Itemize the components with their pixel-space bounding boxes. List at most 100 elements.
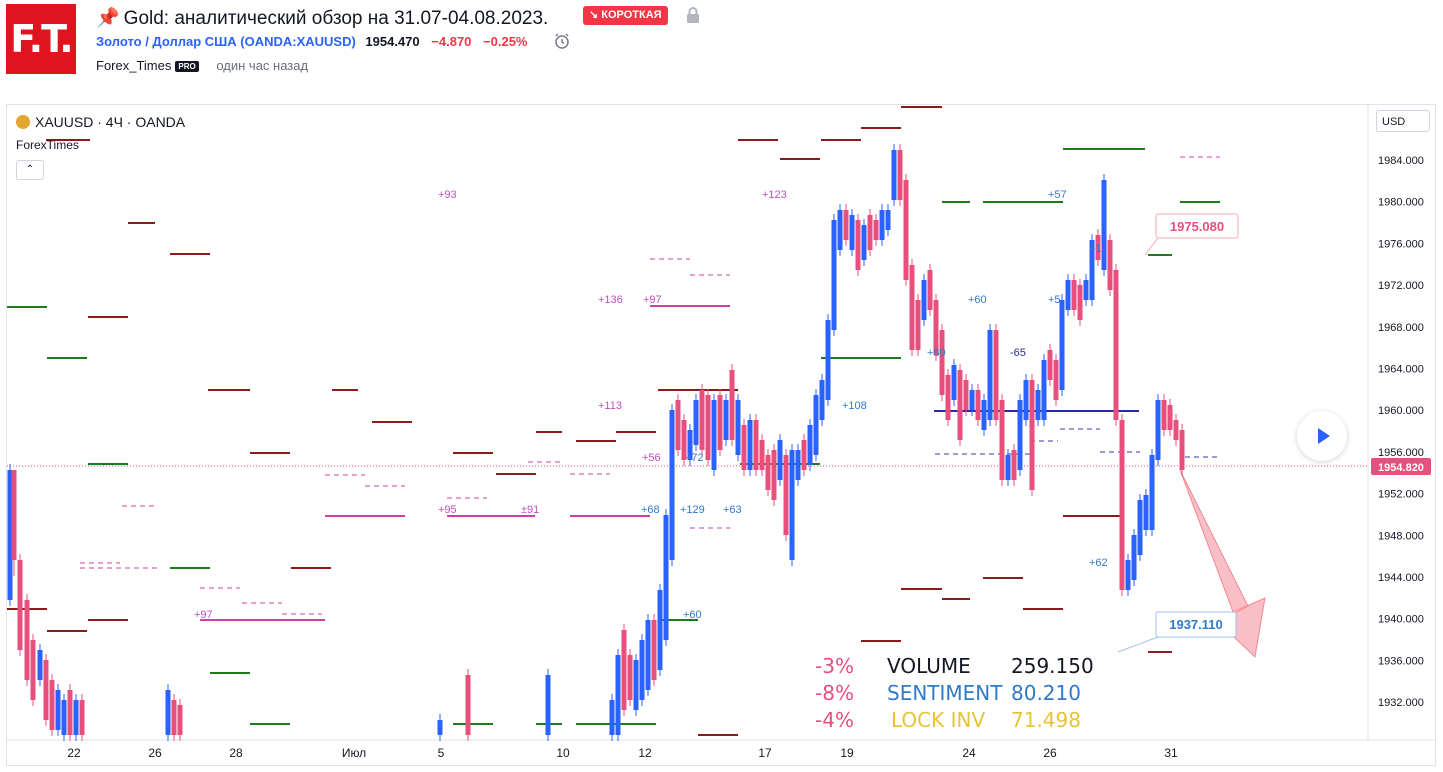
candle[interactable]	[933, 300, 939, 355]
candle[interactable]	[1005, 455, 1011, 480]
callout-high[interactable]: 1975.080	[1144, 213, 1239, 256]
candle[interactable]	[1149, 455, 1155, 530]
candle[interactable]	[849, 215, 855, 250]
candle[interactable]	[837, 210, 843, 250]
candle[interactable]	[627, 655, 633, 700]
candle[interactable]	[1035, 390, 1041, 420]
candle[interactable]	[753, 420, 759, 470]
candle[interactable]	[693, 400, 699, 445]
candle[interactable]	[999, 400, 1005, 480]
candle[interactable]	[651, 620, 657, 680]
candle[interactable]	[165, 690, 171, 735]
candle[interactable]	[759, 440, 765, 470]
candle[interactable]	[681, 420, 687, 460]
candle[interactable]	[855, 220, 861, 270]
candle[interactable]	[903, 180, 909, 280]
candle[interactable]	[777, 440, 783, 480]
candle[interactable]	[771, 450, 777, 500]
candle[interactable]	[945, 375, 951, 420]
candle[interactable]	[819, 380, 825, 420]
candle[interactable]	[1017, 400, 1023, 470]
candle[interactable]	[615, 655, 621, 735]
currency-selector[interactable]: USD	[1376, 110, 1430, 132]
candle[interactable]	[30, 640, 36, 700]
candle[interactable]	[741, 425, 747, 470]
candle[interactable]	[1101, 180, 1107, 270]
candle[interactable]	[1143, 495, 1149, 530]
candle[interactable]	[1137, 500, 1143, 555]
candle[interactable]	[1011, 450, 1017, 480]
symbol-link[interactable]: Золото / Доллар США	[96, 34, 237, 49]
candle[interactable]	[825, 320, 831, 400]
candle[interactable]	[813, 395, 819, 455]
author-name[interactable]: Forex_Times	[96, 58, 172, 73]
candle[interactable]	[831, 220, 837, 330]
candle[interactable]	[1113, 270, 1119, 420]
candle[interactable]	[891, 150, 897, 200]
candle[interactable]	[699, 390, 705, 450]
candle[interactable]	[645, 620, 651, 690]
candle[interactable]	[669, 410, 675, 560]
candle[interactable]	[1023, 380, 1029, 420]
candle[interactable]	[177, 705, 183, 735]
candle[interactable]	[1071, 280, 1077, 310]
collapse-indicators-button[interactable]: ⌃	[16, 160, 44, 180]
candle[interactable]	[1179, 430, 1185, 470]
candle[interactable]	[1077, 285, 1083, 320]
candle[interactable]	[1095, 235, 1101, 260]
candle[interactable]	[67, 690, 73, 735]
candle[interactable]	[437, 720, 443, 735]
candle[interactable]	[1107, 240, 1113, 290]
candle[interactable]	[11, 470, 17, 560]
candle[interactable]	[79, 700, 85, 735]
candle[interactable]	[801, 440, 807, 470]
candle[interactable]	[723, 400, 729, 440]
candle[interactable]	[981, 400, 987, 430]
candle[interactable]	[951, 365, 957, 400]
candle[interactable]	[61, 700, 67, 735]
candle[interactable]	[873, 220, 879, 240]
candle[interactable]	[927, 270, 933, 310]
candle[interactable]	[897, 150, 903, 200]
candle[interactable]	[963, 380, 969, 410]
candle[interactable]	[1119, 420, 1125, 590]
candle[interactable]	[1161, 400, 1167, 430]
candle[interactable]	[37, 650, 43, 680]
candle[interactable]	[807, 425, 813, 465]
candle[interactable]	[885, 210, 891, 230]
candle[interactable]	[675, 400, 681, 450]
candle[interactable]	[1029, 380, 1035, 490]
candle[interactable]	[1125, 560, 1131, 590]
candle[interactable]	[783, 455, 789, 535]
candle[interactable]	[73, 700, 79, 735]
candle[interactable]	[867, 215, 873, 250]
candle[interactable]	[49, 680, 55, 730]
indicator-name[interactable]: ForexTimes	[16, 138, 79, 152]
candle[interactable]	[545, 675, 551, 735]
candle[interactable]	[939, 330, 945, 395]
candle[interactable]	[24, 600, 30, 680]
candle[interactable]	[1083, 280, 1089, 300]
candle[interactable]	[705, 395, 711, 460]
candle[interactable]	[1131, 535, 1137, 580]
chart-panel[interactable]	[6, 104, 1436, 766]
candle[interactable]	[1155, 400, 1161, 460]
candle[interactable]	[7, 470, 13, 600]
candle[interactable]	[657, 590, 663, 670]
candle[interactable]	[1059, 300, 1065, 390]
candle[interactable]	[17, 560, 23, 650]
candle[interactable]	[171, 700, 177, 735]
candle[interactable]	[633, 660, 639, 710]
candle[interactable]	[915, 300, 921, 350]
candle[interactable]	[969, 390, 975, 410]
candle[interactable]	[609, 700, 615, 735]
candle[interactable]	[1065, 280, 1071, 310]
candle[interactable]	[909, 265, 915, 350]
candle[interactable]	[717, 395, 723, 450]
candle[interactable]	[1089, 240, 1095, 300]
candle[interactable]	[993, 330, 999, 420]
candle[interactable]	[1167, 405, 1173, 430]
candle[interactable]	[465, 675, 471, 735]
callout-low[interactable]: 1937.110	[1117, 611, 1237, 653]
